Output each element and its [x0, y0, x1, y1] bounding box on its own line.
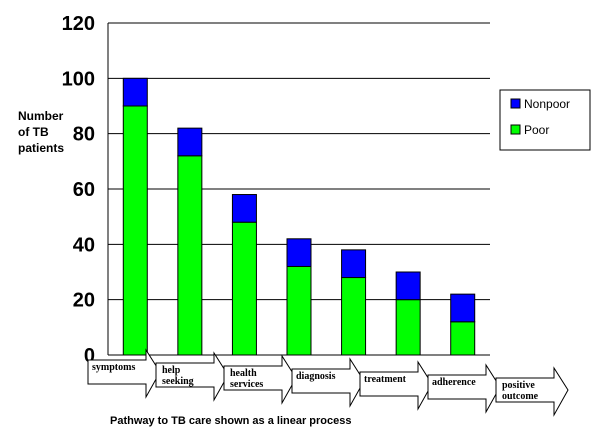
bar-poor-4	[341, 277, 367, 356]
pathway-arrow-3: diagnosis	[291, 357, 365, 408]
bar-nonpoor-2	[231, 194, 257, 223]
category-label: services	[230, 379, 263, 390]
bar-nonpoor-6	[450, 293, 476, 323]
arrow-shape	[427, 363, 501, 414]
pathway-arrows: symptoms helpseekinghealthservicesdiagnos…	[87, 348, 569, 417]
y-tick-label: 80	[73, 124, 95, 146]
category-label: symptoms	[92, 362, 135, 373]
bar-nonpoor-0	[122, 77, 148, 107]
bar-nonpoor-5	[395, 271, 421, 301]
arrow-shape	[155, 351, 229, 402]
legend-swatch-poor	[510, 124, 521, 135]
bar-nonpoor-4	[341, 249, 367, 279]
y-tick-label: 0	[84, 345, 95, 367]
legend-label-poor: Poor	[524, 123, 549, 137]
bars	[122, 77, 476, 356]
category-label: seeking	[162, 376, 194, 387]
y-axis-label-line: patients	[18, 141, 64, 155]
category-label: diagnosis	[296, 371, 336, 382]
y-axis-label: Number of TB patients	[18, 109, 64, 155]
bar-poor-0	[122, 105, 148, 356]
arrow-shape	[87, 348, 161, 399]
bar-poor-6	[450, 321, 476, 356]
category-label: outcome	[502, 391, 539, 402]
legend-swatch-nonpoor	[510, 98, 521, 109]
arrow-shape	[359, 360, 433, 411]
y-tick-label: 120	[62, 13, 95, 35]
bar-nonpoor-3	[286, 238, 312, 267]
category-label: adherence	[432, 377, 476, 388]
arrow-shape	[291, 357, 365, 408]
category-label: help	[162, 365, 181, 376]
category-label: treatment	[364, 374, 407, 385]
arrow-shape	[495, 366, 569, 417]
pathway-arrow-4: treatment	[359, 360, 433, 411]
bar-poor-1	[177, 155, 203, 356]
legend-label-nonpoor: Nonpoor	[524, 97, 570, 111]
bar-nonpoor-1	[177, 127, 203, 157]
y-tick-label: 60	[73, 179, 95, 201]
arrow-shape	[223, 354, 297, 405]
y-tick-label: 20	[73, 290, 95, 312]
category-label: positive	[502, 380, 535, 391]
bar-poor-2	[231, 221, 257, 356]
bar-poor-5	[395, 299, 421, 356]
category-label: health	[230, 368, 257, 379]
y-axis-label-line: Number	[18, 109, 64, 123]
y-tick-label: 100	[62, 68, 95, 90]
bar-poor-3	[286, 265, 312, 356]
legend: Nonpoor Poor	[499, 89, 591, 151]
pathway-arrow-5: adherence	[427, 363, 501, 414]
chart-caption: Pathway to TB care shown as a linear pro…	[110, 415, 351, 427]
y-tick-label: 40	[73, 234, 95, 256]
y-axis-ticks: 0 20 40 60 80 100 120	[62, 13, 95, 367]
y-axis-label-line: of TB	[18, 125, 49, 139]
pathway-arrow-0: symptoms	[87, 348, 161, 399]
